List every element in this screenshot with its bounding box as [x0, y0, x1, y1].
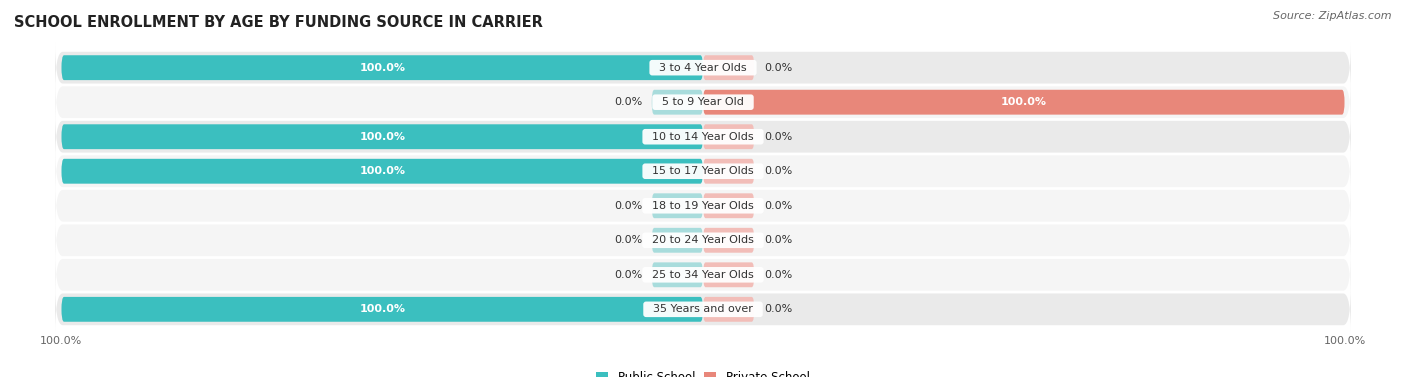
FancyBboxPatch shape — [62, 124, 703, 149]
FancyBboxPatch shape — [62, 297, 703, 322]
Text: 15 to 17 Year Olds: 15 to 17 Year Olds — [645, 166, 761, 176]
Text: 100.0%: 100.0% — [359, 63, 405, 73]
FancyBboxPatch shape — [703, 159, 755, 184]
FancyBboxPatch shape — [55, 111, 1351, 162]
FancyBboxPatch shape — [651, 90, 703, 115]
FancyBboxPatch shape — [703, 228, 755, 253]
FancyBboxPatch shape — [55, 249, 1351, 300]
Text: 35 Years and over: 35 Years and over — [647, 304, 759, 314]
Text: 100.0%: 100.0% — [1001, 97, 1047, 107]
FancyBboxPatch shape — [703, 193, 755, 218]
Text: 25 to 34 Year Olds: 25 to 34 Year Olds — [645, 270, 761, 280]
Text: 100.0%: 100.0% — [359, 304, 405, 314]
Text: 18 to 19 Year Olds: 18 to 19 Year Olds — [645, 201, 761, 211]
Text: 0.0%: 0.0% — [614, 97, 643, 107]
Text: 0.0%: 0.0% — [763, 132, 792, 142]
Legend: Public School, Private School: Public School, Private School — [592, 366, 814, 377]
FancyBboxPatch shape — [651, 262, 703, 287]
Text: 10 to 14 Year Olds: 10 to 14 Year Olds — [645, 132, 761, 142]
FancyBboxPatch shape — [651, 193, 703, 218]
FancyBboxPatch shape — [62, 55, 703, 80]
FancyBboxPatch shape — [55, 215, 1351, 266]
FancyBboxPatch shape — [55, 42, 1351, 93]
FancyBboxPatch shape — [703, 262, 755, 287]
FancyBboxPatch shape — [62, 159, 703, 184]
Text: SCHOOL ENROLLMENT BY AGE BY FUNDING SOURCE IN CARRIER: SCHOOL ENROLLMENT BY AGE BY FUNDING SOUR… — [14, 15, 543, 30]
Text: 0.0%: 0.0% — [763, 201, 792, 211]
FancyBboxPatch shape — [703, 90, 1344, 115]
FancyBboxPatch shape — [55, 284, 1351, 335]
Text: Source: ZipAtlas.com: Source: ZipAtlas.com — [1274, 11, 1392, 21]
Text: 0.0%: 0.0% — [763, 166, 792, 176]
Text: 0.0%: 0.0% — [614, 235, 643, 245]
Text: 3 to 4 Year Olds: 3 to 4 Year Olds — [652, 63, 754, 73]
FancyBboxPatch shape — [703, 124, 755, 149]
Text: 100.0%: 100.0% — [359, 132, 405, 142]
Text: 0.0%: 0.0% — [763, 235, 792, 245]
Text: 0.0%: 0.0% — [614, 270, 643, 280]
FancyBboxPatch shape — [651, 228, 703, 253]
FancyBboxPatch shape — [703, 55, 755, 80]
FancyBboxPatch shape — [55, 146, 1351, 197]
FancyBboxPatch shape — [703, 297, 755, 322]
Text: 20 to 24 Year Olds: 20 to 24 Year Olds — [645, 235, 761, 245]
FancyBboxPatch shape — [55, 180, 1351, 231]
Text: 0.0%: 0.0% — [763, 304, 792, 314]
Text: 0.0%: 0.0% — [614, 201, 643, 211]
Text: 0.0%: 0.0% — [763, 63, 792, 73]
Text: 5 to 9 Year Old: 5 to 9 Year Old — [655, 97, 751, 107]
Text: 0.0%: 0.0% — [763, 270, 792, 280]
FancyBboxPatch shape — [55, 77, 1351, 128]
Text: 100.0%: 100.0% — [359, 166, 405, 176]
